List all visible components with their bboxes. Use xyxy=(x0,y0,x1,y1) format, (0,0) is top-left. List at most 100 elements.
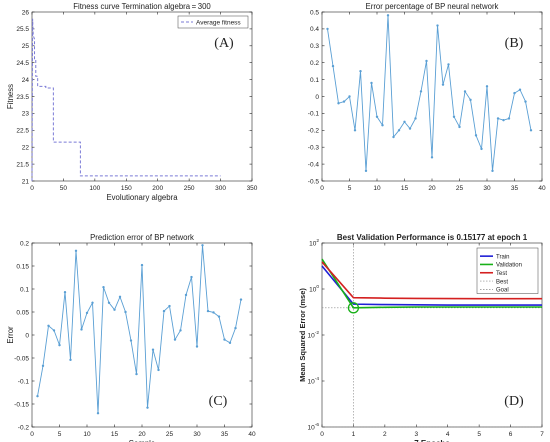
y-tick-label-base: 10 xyxy=(308,333,316,340)
data-point xyxy=(47,324,50,327)
legend-label: Goal xyxy=(496,288,509,294)
data-point xyxy=(469,98,472,102)
data-point xyxy=(228,341,232,345)
x-tick-label: 50 xyxy=(60,185,68,192)
panel-a-fitness-curve: 0 50 100 150 200 250 300 350 21 21.5 22 22.5 23 23.5 2… xyxy=(6,2,258,202)
error-line xyxy=(37,245,242,414)
data-point xyxy=(386,14,390,17)
x-tick-label: 0 xyxy=(30,185,34,192)
series-line-test xyxy=(321,261,542,300)
data-point xyxy=(91,301,94,304)
data-point xyxy=(480,147,483,151)
x-tick-label: 4 xyxy=(446,431,450,438)
data-point xyxy=(392,135,395,139)
x-tick-label: 35 xyxy=(511,185,519,192)
x-tick-label: 0 xyxy=(320,431,324,438)
data-point xyxy=(441,83,445,86)
data-point xyxy=(162,309,166,313)
y-tick-label: 25.5 xyxy=(16,26,29,33)
y-tick-label: -0.2 xyxy=(18,424,30,431)
data-point xyxy=(129,339,133,342)
data-point xyxy=(381,124,384,127)
y-tick-label: 21.5 xyxy=(16,161,29,168)
data-point xyxy=(485,85,489,88)
data-point xyxy=(140,263,144,267)
data-point xyxy=(184,293,188,297)
y-tick-label: 0.3 xyxy=(310,43,319,50)
data-point xyxy=(436,24,439,27)
x-tick-label: 6 xyxy=(509,431,513,438)
data-point xyxy=(58,343,61,347)
data-point xyxy=(217,315,221,318)
data-point xyxy=(173,338,177,341)
data-point xyxy=(41,364,45,368)
data-point xyxy=(80,328,83,331)
legend-label: Best xyxy=(496,279,508,285)
x-tick-label: 15 xyxy=(111,431,119,438)
data-point xyxy=(364,169,368,173)
data-point xyxy=(507,117,511,120)
x-tick-label: 20 xyxy=(138,431,146,438)
y-tick-label: -0.2 xyxy=(308,128,320,135)
x-tick-label: 0 xyxy=(30,431,34,438)
data-point xyxy=(447,63,450,66)
data-point xyxy=(239,298,243,301)
data-point xyxy=(223,338,226,341)
y-tick-label: -0.3 xyxy=(308,145,320,152)
data-point xyxy=(474,134,478,137)
legend-label: Test xyxy=(496,271,507,277)
y-tick-label-base: 10 xyxy=(308,425,316,432)
data-point xyxy=(107,301,111,304)
panel-letter: (A) xyxy=(214,36,234,51)
data-point xyxy=(403,120,406,124)
x-tick-label: 200 xyxy=(152,185,163,192)
y-tick-label: 0 xyxy=(315,94,319,101)
y-tick-label-exponent: 0 xyxy=(316,284,319,290)
data-point xyxy=(408,127,412,130)
y-tick-label: 0.5 xyxy=(310,9,319,16)
y-tick-label: 26 xyxy=(22,9,30,16)
x-axis-label: Sample xyxy=(129,439,155,442)
data-point xyxy=(179,329,182,332)
data-point xyxy=(463,90,467,93)
data-point xyxy=(206,309,210,313)
y-tick-label: 0 xyxy=(25,332,29,339)
x-tick-label: 25 xyxy=(166,431,174,438)
x-tick-label: 3 xyxy=(414,431,418,438)
x-tick-label: 40 xyxy=(538,185,546,192)
data-point xyxy=(74,249,78,253)
data-point xyxy=(201,244,204,247)
y-tick-label-exponent: -2 xyxy=(315,330,320,336)
y-axis-label: Fitness xyxy=(6,84,15,109)
y-tick-label: 23 xyxy=(22,111,30,118)
data-point xyxy=(496,117,500,120)
y-tick-label: -0.4 xyxy=(308,161,320,168)
data-point xyxy=(102,285,105,289)
y-tick-label-exponent: -4 xyxy=(315,376,320,382)
data-point xyxy=(419,90,423,93)
legend-label: Average fitness xyxy=(196,20,241,27)
x-tick-label: 30 xyxy=(193,431,201,438)
x-tick-label: 5 xyxy=(58,431,62,438)
legend-label: Validation xyxy=(496,263,522,269)
y-tick-label: 21 xyxy=(22,178,30,185)
x-tick-label: 7 xyxy=(540,431,544,438)
x-tick-label: 2 xyxy=(383,431,387,438)
y-tick-label: -0.1 xyxy=(308,111,320,118)
chart-title: Fitness curve Termination algebra = 300 xyxy=(73,2,211,11)
panel-b-error-percentage: 0 5 10 15 20 25 30 35 40 -0.5 -0.4 -0.3 -0.2 -0.1 0 0.1… xyxy=(308,2,546,192)
y-tick-label: 100 xyxy=(309,284,319,294)
data-point xyxy=(524,100,527,103)
data-point xyxy=(135,372,138,376)
data-point xyxy=(52,329,56,332)
y-tick-label: 0.05 xyxy=(16,309,29,316)
y-tick-label: 0.1 xyxy=(20,286,29,293)
y-tick-label: 10-6 xyxy=(308,422,320,432)
y-tick-label: 24.5 xyxy=(16,60,29,67)
series-line-train xyxy=(321,265,542,306)
x-tick-label: 150 xyxy=(121,185,132,192)
data-point xyxy=(124,310,127,314)
y-tick-label: -0.05 xyxy=(14,355,29,362)
data-point xyxy=(337,102,340,105)
y-axis-label: Error xyxy=(6,326,15,344)
